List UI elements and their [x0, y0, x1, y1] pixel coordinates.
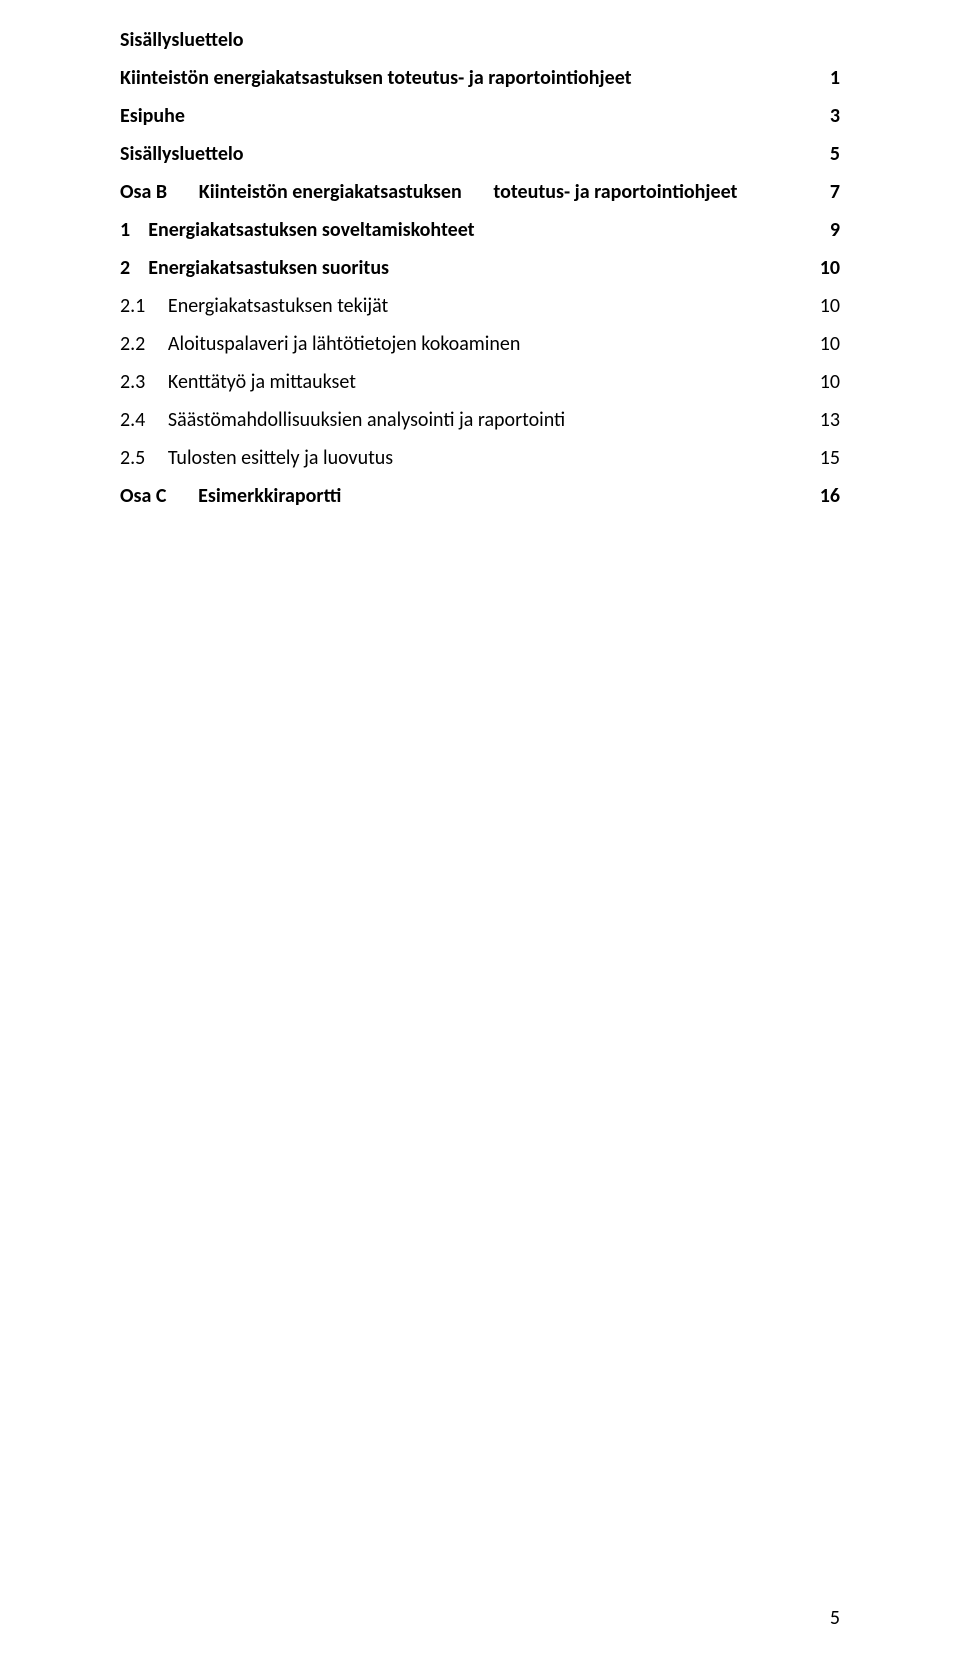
toc-entry: 2.4 Säästömahdollisuuksien analysointi j… — [120, 408, 840, 432]
toc-entry-label: Esipuhe — [120, 104, 810, 128]
toc-entry: 2.1 Energiakatsastuksen tekijät 10 — [120, 294, 840, 318]
toc-entry-page: 7 — [830, 180, 840, 204]
toc-entry-page: 5 — [830, 142, 840, 166]
toc-entry-label: 1 Energiakatsastuksen soveltamiskohteet — [120, 218, 810, 242]
toc-entry: 2.5 Tulosten esittely ja luovutus 15 — [120, 446, 840, 470]
toc-entry-label: 2.5 Tulosten esittely ja luovutus — [120, 446, 800, 470]
toc-entry-label: 2.4 Säästömahdollisuuksien analysointi j… — [120, 408, 800, 432]
toc-entry-label: 2.1 Energiakatsastuksen tekijät — [120, 294, 800, 318]
toc-entry-label: 2.2 Aloituspalaveri ja lähtötietojen kok… — [120, 332, 800, 356]
toc-entry-page: 3 — [830, 104, 840, 128]
toc-entry: 1 Energiakatsastuksen soveltamiskohteet … — [120, 218, 840, 242]
toc-entry-page: 10 — [820, 332, 840, 356]
toc-title: Sisällysluettelo — [120, 28, 840, 52]
toc-entry: Sisällysluettelo 5 — [120, 142, 840, 166]
toc-entry-page: 1 — [830, 66, 840, 90]
toc-entry-label: Osa B Kiinteistön energiakatsastuksen to… — [120, 180, 810, 204]
toc-entry-label: 2 Energiakatsastuksen suoritus — [120, 256, 800, 280]
toc-entry-page: 10 — [820, 370, 840, 394]
toc-entry: Osa B Kiinteistön energiakatsastuksen to… — [120, 180, 840, 204]
toc-entry-page: 9 — [830, 218, 840, 242]
toc-entry-page: 16 — [820, 484, 840, 508]
toc-entry-page: 13 — [820, 408, 840, 432]
toc-entry: Kiinteistön energiakatsastuksen toteutus… — [120, 66, 840, 90]
toc-entry: 2 Energiakatsastuksen suoritus 10 — [120, 256, 840, 280]
document-page: Sisällysluettelo Kiinteistön energiakats… — [0, 0, 960, 1670]
toc-entry-page: 15 — [820, 446, 840, 470]
toc-entry-label: Kiinteistön energiakatsastuksen toteutus… — [120, 66, 810, 90]
toc-entry: Osa C Esimerkkiraportti 16 — [120, 484, 840, 508]
toc-entry-label: 2.3 Kenttätyö ja mittaukset — [120, 370, 800, 394]
toc-entry-page: 10 — [820, 294, 840, 318]
toc-entry: Esipuhe 3 — [120, 104, 840, 128]
toc-entry-label: Sisällysluettelo — [120, 142, 810, 166]
toc-entry-page: 10 — [820, 256, 840, 280]
toc-entry-label: Osa C Esimerkkiraportti — [120, 484, 800, 508]
toc-entry: 2.2 Aloituspalaveri ja lähtötietojen kok… — [120, 332, 840, 356]
page-number: 5 — [830, 1606, 840, 1630]
toc-entry: 2.3 Kenttätyö ja mittaukset 10 — [120, 370, 840, 394]
